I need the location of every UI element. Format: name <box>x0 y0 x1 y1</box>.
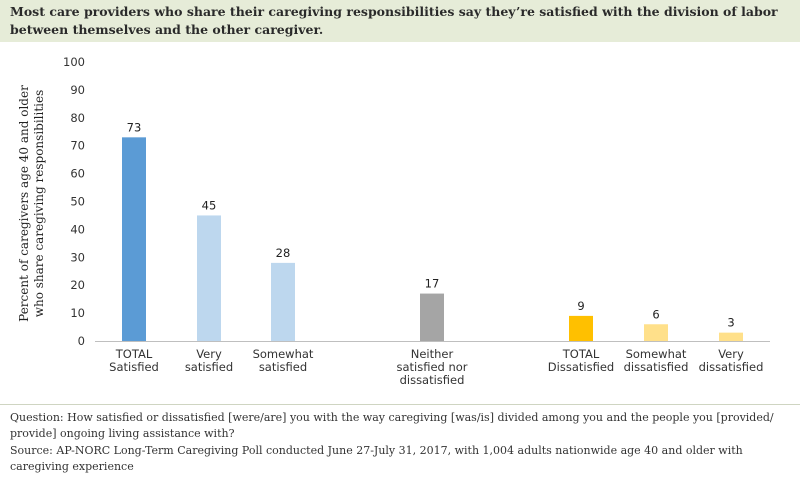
y-axis-label-line: Percent of caregivers age 40 and older <box>17 85 31 322</box>
x-category-label: Somewhat dissatisfied <box>624 347 689 374</box>
chart-title: Most care providers who share their care… <box>10 4 778 37</box>
x-category-label: Neither satisfied nor dissatisfied <box>396 347 467 387</box>
footer-divider <box>0 404 800 405</box>
y-tick-label: 50 <box>70 195 85 209</box>
bar <box>271 262 295 341</box>
data-labels: 73 45 28 17 9 6 3 <box>127 120 735 329</box>
question-note: Question: How satisfied or dissatisfied … <box>10 411 774 440</box>
bars <box>122 137 743 341</box>
data-label: 3 <box>727 316 734 330</box>
data-label: 73 <box>127 120 142 134</box>
y-tick-label: 20 <box>70 278 85 292</box>
bar <box>569 315 593 341</box>
y-tick-label: 10 <box>70 306 85 320</box>
y-tick-label: 80 <box>70 111 85 125</box>
y-tick-label: 70 <box>70 139 85 153</box>
bar <box>719 332 743 341</box>
x-category-label: Somewhat satisfied <box>253 347 314 374</box>
chart-footer: Question: How satisfied or dissatisfied … <box>0 407 800 482</box>
source-note: Source: AP-NORC Long-Term Caregiving Pol… <box>10 444 743 473</box>
x-category-label: Very dissatisfied <box>699 347 764 374</box>
data-label: 9 <box>577 299 584 313</box>
bar-chart: Percent of caregivers age 40 and older wh… <box>17 55 770 387</box>
x-category-label: TOTAL Dissatisfied <box>548 347 614 374</box>
y-tick-label: 30 <box>70 250 85 264</box>
y-tick-label: 60 <box>70 167 85 181</box>
bar <box>197 215 221 341</box>
data-label: 45 <box>202 198 217 212</box>
y-tick-label: 0 <box>78 334 85 348</box>
y-tick-label: 90 <box>70 83 85 97</box>
bar <box>122 137 146 341</box>
y-axis-ticks: 0 10 20 30 40 50 60 70 80 90 100 <box>63 55 85 348</box>
bar <box>644 324 668 341</box>
x-category-label: Very satisfied <box>185 347 233 374</box>
data-label: 6 <box>652 307 659 321</box>
data-label: 28 <box>276 246 291 260</box>
y-axis-label-line: who share caregiving responsibilities <box>32 90 46 318</box>
bar <box>420 293 444 341</box>
y-axis-label: Percent of caregivers age 40 and older wh… <box>17 85 46 322</box>
y-tick-label: 100 <box>63 55 85 69</box>
data-label: 17 <box>425 277 440 291</box>
y-tick-label: 40 <box>70 222 85 236</box>
chart-header: Most care providers who share their care… <box>0 0 800 42</box>
x-axis-category-labels: TOTAL Satisfied Very satisfied Somewhat satis… <box>109 347 763 387</box>
x-category-label: TOTAL Satisfied <box>109 347 159 374</box>
